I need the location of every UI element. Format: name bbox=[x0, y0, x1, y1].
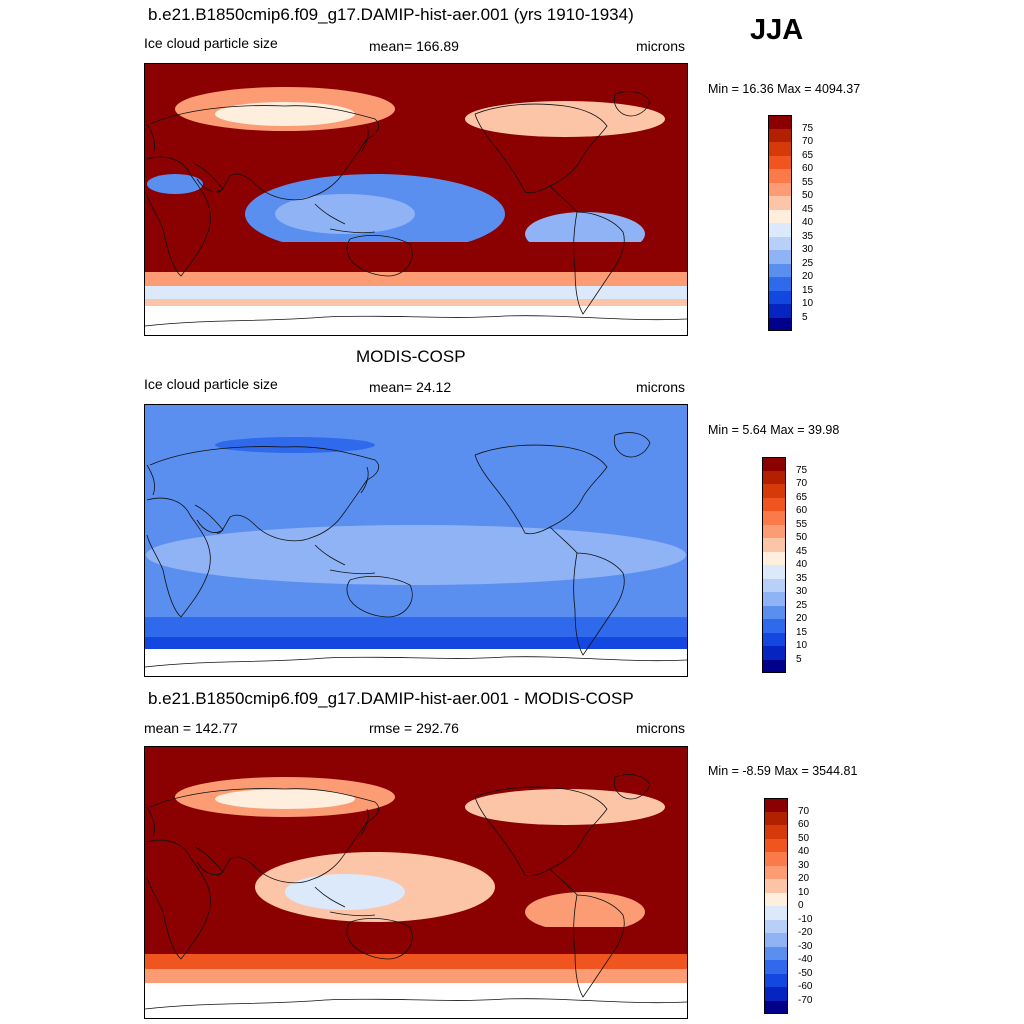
panel3-rmse-label: rmse = 292.76 bbox=[369, 720, 459, 736]
colorbar-frame bbox=[768, 115, 792, 331]
southern-ocean-band bbox=[145, 617, 687, 637]
panel1-map bbox=[144, 63, 688, 336]
panel2-minmax: Min = 5.64 Max = 39.98 bbox=[708, 423, 840, 437]
colorbar-tick-label: 20 bbox=[798, 873, 810, 884]
panel2-map bbox=[144, 404, 688, 677]
colorbar-tick-label: 30 bbox=[798, 859, 810, 871]
panel1-units-label: microns bbox=[636, 38, 686, 54]
missing-antarctic bbox=[145, 306, 687, 335]
southern-midlat bbox=[145, 954, 687, 969]
colorbar-frame bbox=[764, 798, 788, 1014]
colorbar-tick-label: 70 bbox=[796, 478, 808, 489]
colorbar-tick-label: 5 bbox=[796, 653, 802, 665]
panel2-mean-label: mean= 24.12 bbox=[369, 379, 452, 395]
colorbar-tick-label: 30 bbox=[802, 244, 814, 255]
colorbar-tick-label: -70 bbox=[798, 994, 813, 1006]
colorbar-tick-label: -10 bbox=[798, 913, 813, 925]
colorbar-tick-label: 40 bbox=[802, 217, 814, 228]
colorbar-tick-label: 70 bbox=[802, 136, 814, 147]
north-pacific-core bbox=[215, 102, 355, 126]
tropical-core bbox=[285, 874, 405, 910]
north-atlantic-band bbox=[465, 101, 665, 137]
colorbar-tick-label: -30 bbox=[798, 940, 813, 952]
north-pacific-core bbox=[215, 789, 355, 809]
colorbar-tick-label: 40 bbox=[798, 846, 810, 857]
colorbar-tick-label: 35 bbox=[802, 230, 814, 242]
colorbar-tick-label: 10 bbox=[796, 640, 808, 651]
colorbar-tick-label: 20 bbox=[796, 613, 808, 624]
southern-ocean-band bbox=[145, 969, 687, 983]
panel2-variable-label: Ice cloud particle size bbox=[144, 376, 278, 392]
panel2-units-label: microns bbox=[636, 379, 686, 395]
colorbar-tick-label: 65 bbox=[796, 491, 808, 503]
colorbar-tick-label: 40 bbox=[796, 559, 808, 570]
panel2-title: MODIS-COSP bbox=[356, 347, 466, 366]
panel3-units-label: microns bbox=[636, 720, 686, 736]
map-field bbox=[145, 64, 687, 335]
coastline bbox=[145, 91, 687, 327]
colorbar-tick-label: 75 bbox=[802, 122, 814, 134]
tropical-east bbox=[147, 174, 203, 194]
colorbar-tick-label: 55 bbox=[796, 518, 808, 530]
colorbar-tick-label: -40 bbox=[798, 954, 813, 965]
colorbar-tick-label: 45 bbox=[796, 545, 808, 557]
panel1-mean-label: mean= 166.89 bbox=[369, 38, 459, 54]
colorbar-frame bbox=[762, 457, 786, 673]
colorbar-tick-label: 25 bbox=[802, 257, 814, 269]
tropical-band bbox=[146, 525, 686, 585]
colorbar-tick-label: 50 bbox=[798, 832, 810, 844]
southern-midlat bbox=[145, 272, 687, 286]
southern-ocean-band bbox=[145, 286, 687, 299]
colorbar-tick-label: 50 bbox=[802, 190, 814, 201]
colorbar-tick-label: 5 bbox=[802, 311, 808, 323]
coastline bbox=[145, 774, 687, 1010]
colorbar-tick-label: -60 bbox=[798, 981, 813, 992]
panel1-minmax: Min = 16.36 Max = 4094.37 bbox=[708, 82, 861, 96]
tropical-core bbox=[275, 194, 415, 234]
panel3-title: b.e21.B1850cmip6.f09_g17.DAMIP-hist-aer.… bbox=[148, 689, 634, 708]
southern-subtropics bbox=[145, 242, 687, 272]
panel3-minmax: Min = -8.59 Max = 3544.81 bbox=[708, 764, 858, 778]
colorbar-tick-label: -20 bbox=[798, 927, 813, 938]
colorbar-tick-label: 20 bbox=[802, 271, 814, 282]
panel3-mean-label: mean = 142.77 bbox=[144, 720, 238, 736]
southern-polar-band bbox=[145, 299, 687, 306]
colorbar-tick-label: 70 bbox=[798, 805, 810, 817]
map-field bbox=[145, 405, 687, 676]
season-label: JJA bbox=[750, 14, 804, 46]
colorbar-tick-label: 45 bbox=[802, 203, 814, 215]
colorbar-tick-label: 10 bbox=[798, 886, 810, 898]
coastline bbox=[145, 432, 687, 668]
panel1-variable-label: Ice cloud particle size bbox=[144, 35, 278, 51]
colorbar-tick-label: 10 bbox=[802, 298, 814, 309]
map-field bbox=[145, 747, 687, 1018]
north-band bbox=[215, 437, 375, 453]
colorbar-tick-label: 60 bbox=[802, 163, 814, 174]
arctic-band bbox=[145, 64, 687, 92]
north-atlantic-band bbox=[465, 789, 665, 825]
colorbar-tick-label: 65 bbox=[802, 149, 814, 161]
southern-subtropics bbox=[145, 927, 687, 954]
missing-antarctic bbox=[145, 983, 687, 1018]
colorbar-tick-label: 60 bbox=[796, 505, 808, 516]
colorbar-tick-label: 15 bbox=[802, 284, 814, 296]
colorbar-tick-label: 0 bbox=[798, 900, 804, 911]
colorbar-tick-label: 15 bbox=[796, 626, 808, 638]
colorbar-tick-label: -50 bbox=[798, 967, 813, 979]
missing-antarctic bbox=[145, 649, 687, 676]
southern-polar-band bbox=[145, 637, 687, 649]
colorbar-tick-label: 60 bbox=[798, 819, 810, 830]
panel3-map bbox=[144, 746, 688, 1019]
panel1-title: b.e21.B1850cmip6.f09_g17.DAMIP-hist-aer.… bbox=[148, 5, 634, 24]
colorbar-tick-label: 30 bbox=[796, 586, 808, 597]
colorbar-tick-label: 25 bbox=[796, 599, 808, 611]
colorbar-tick-label: 35 bbox=[796, 572, 808, 584]
colorbar-tick-label: 75 bbox=[796, 464, 808, 476]
colorbar-tick-label: 50 bbox=[796, 532, 808, 543]
colorbar-tick-label: 55 bbox=[802, 176, 814, 188]
tropical-atlantic bbox=[525, 892, 645, 932]
